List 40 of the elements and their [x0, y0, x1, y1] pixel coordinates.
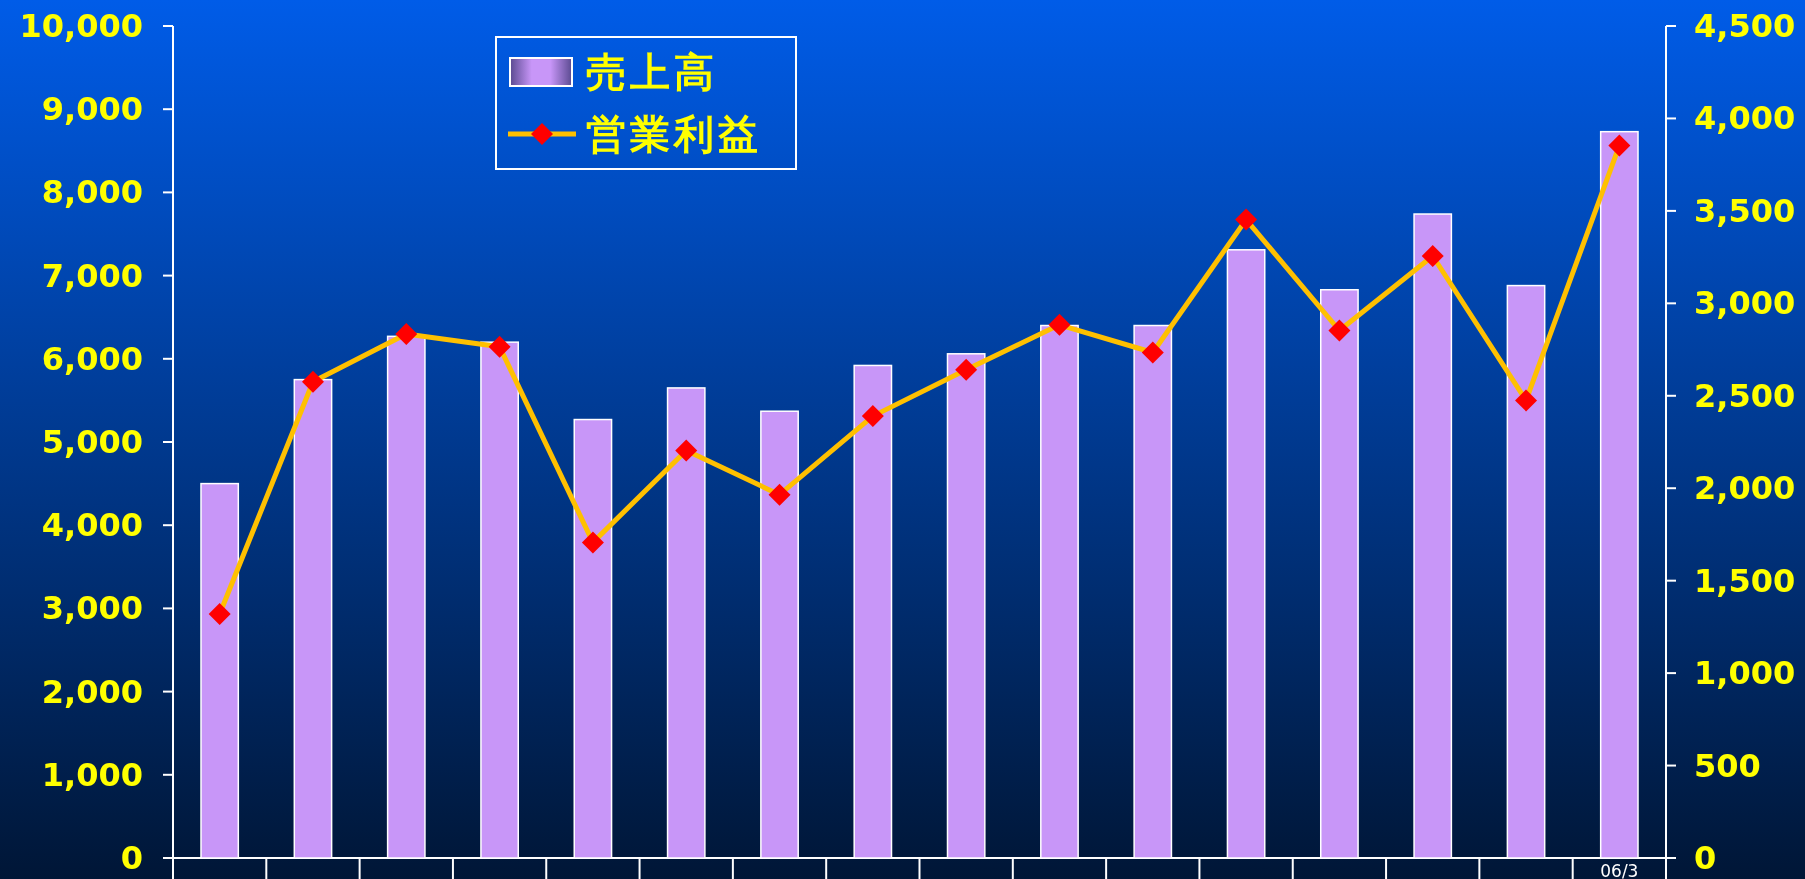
y-tick-label: 9,000 — [41, 90, 143, 129]
y2-tick-label: 4,500 — [1694, 7, 1796, 45]
y-tick-label: 8,000 — [41, 173, 143, 212]
y2-tick-label: 500 — [1694, 746, 1761, 785]
point — [1141, 341, 1164, 364]
y-tick-label: 7,000 — [41, 256, 143, 295]
point — [395, 323, 418, 346]
y-tick-label: 1,000 — [41, 755, 143, 794]
point — [768, 483, 791, 506]
point — [301, 370, 324, 393]
point — [208, 602, 231, 625]
point — [675, 439, 698, 462]
y-tick-label: 3,000 — [41, 589, 143, 628]
y2-tick-label: 3,500 — [1694, 191, 1796, 230]
y-tick-label: 10,000 — [19, 7, 143, 45]
y2-tick-label: 3,000 — [1694, 284, 1796, 323]
point — [1048, 313, 1071, 336]
y-tick-label: 2,000 — [41, 672, 143, 711]
point — [581, 531, 604, 554]
y2-tick-label: 0 — [1694, 839, 1717, 877]
y-tick-label: 0 — [120, 839, 143, 877]
point — [1235, 208, 1258, 231]
y-tick-label: 4,000 — [41, 506, 143, 545]
x-tick-label: 06/3 — [1600, 861, 1639, 879]
point — [1421, 245, 1444, 267]
point — [1515, 389, 1538, 412]
point — [955, 358, 978, 381]
point — [488, 335, 511, 358]
point — [1608, 134, 1631, 157]
y2-tick-label: 2,000 — [1694, 469, 1796, 508]
point — [861, 405, 884, 428]
y2-tick-label: 1,500 — [1694, 561, 1796, 600]
y-tick-label: 6,000 — [41, 339, 143, 378]
y-tick-label: 5,000 — [41, 423, 143, 461]
legend-label: 営業利益 — [586, 111, 762, 157]
y2-tick-label: 1,000 — [1694, 654, 1796, 693]
legend-label: 売上高 — [586, 49, 718, 95]
point — [1328, 319, 1351, 342]
y2-tick-label: 2,500 — [1694, 376, 1796, 415]
y2-tick-label: 4,000 — [1694, 99, 1796, 138]
